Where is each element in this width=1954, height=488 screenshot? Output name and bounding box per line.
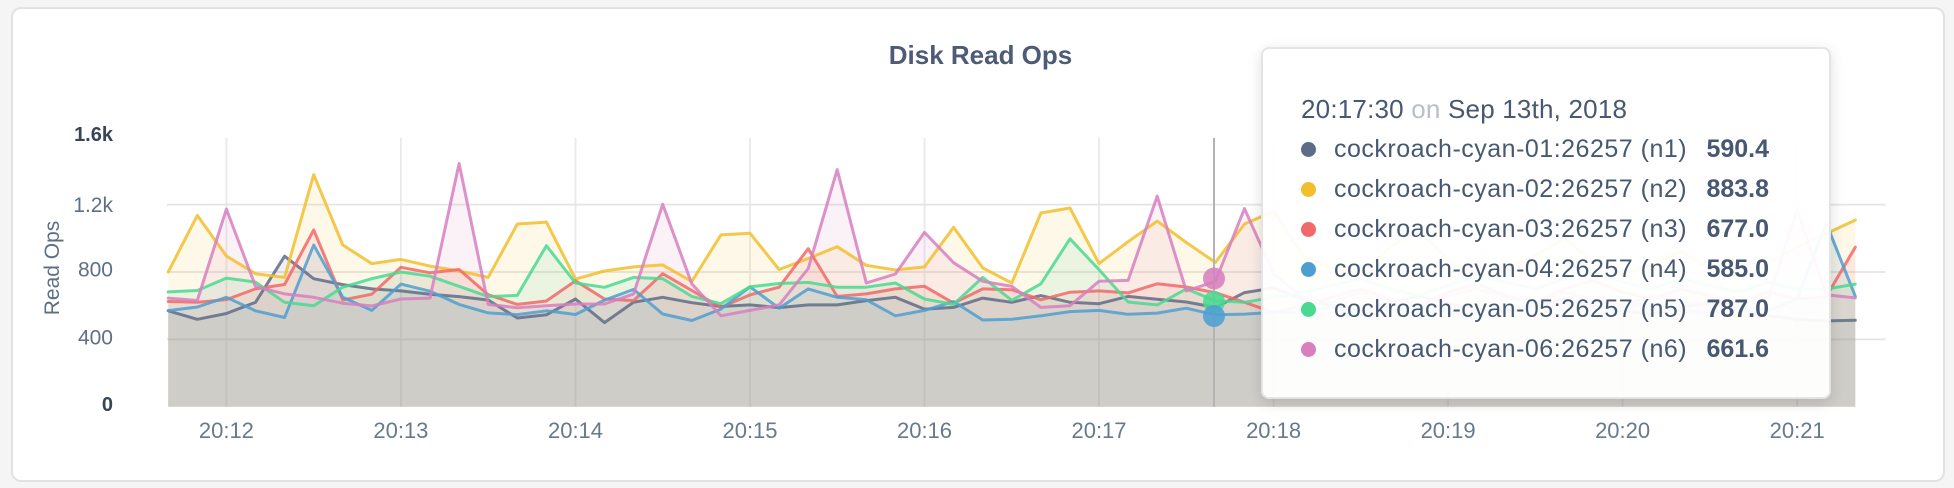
svg-text:20:12: 20:12 — [199, 418, 254, 443]
svg-text:Read Ops: Read Ops — [41, 221, 64, 316]
svg-text:1.2k: 1.2k — [73, 194, 113, 217]
svg-text:20:15: 20:15 — [722, 418, 777, 443]
svg-text:20:21: 20:21 — [1770, 418, 1825, 443]
svg-text:20:17: 20:17 — [1071, 418, 1126, 443]
svg-text:20:19: 20:19 — [1421, 418, 1476, 443]
svg-text:20:16: 20:16 — [897, 418, 952, 443]
svg-text:400: 400 — [78, 327, 113, 350]
svg-text:20:14: 20:14 — [548, 418, 603, 443]
svg-text:20:18: 20:18 — [1246, 418, 1301, 443]
svg-text:20:13: 20:13 — [373, 418, 428, 443]
svg-text:0: 0 — [102, 394, 113, 416]
svg-text:800: 800 — [78, 259, 113, 282]
svg-text:1.6k: 1.6k — [74, 124, 114, 146]
svg-text:20:20: 20:20 — [1595, 418, 1650, 443]
